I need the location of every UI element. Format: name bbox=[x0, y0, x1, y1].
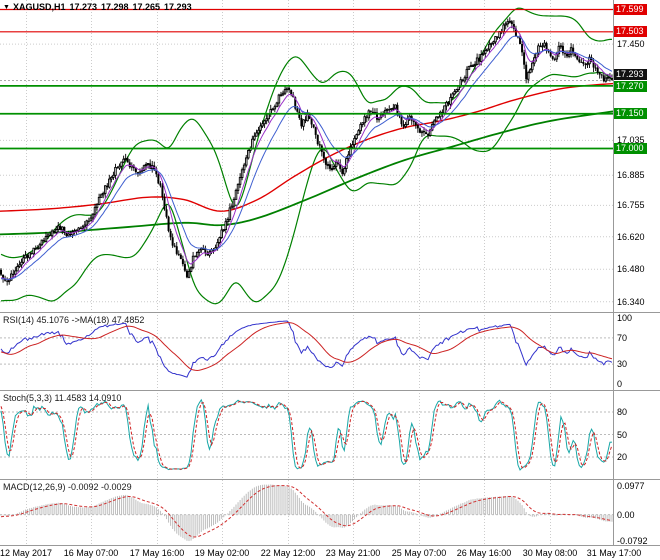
ohlc-high: 17.298 bbox=[100, 2, 129, 12]
ohlc-open: 17.273 bbox=[69, 2, 97, 12]
time-axis-label: 12 May 2017 bbox=[0, 548, 53, 558]
level-price-tag: 17.599 bbox=[614, 3, 647, 15]
symbol-name: XAGUSD,H1 bbox=[12, 2, 66, 12]
rsi-indicator-header: RSI(14) 45.1076 ->MA(18) 47.4852 bbox=[3, 315, 145, 325]
stochastic-indicator-header: Stoch(5,3,3) 11.4583 14.0910 bbox=[3, 393, 122, 403]
time-axis-label: 23 May 21:00 bbox=[325, 548, 381, 558]
level-price-tag: 17.150 bbox=[614, 107, 647, 119]
time-axis-label: 25 May 07:00 bbox=[391, 548, 447, 558]
price-axis-label: 17.450 bbox=[617, 39, 645, 50]
ohlc-low: 17.265 bbox=[132, 2, 161, 12]
price-axis-label: 16.885 bbox=[617, 170, 645, 181]
stochastic-axis-label: 50 bbox=[617, 429, 628, 440]
price-axis-label: 17.035 bbox=[617, 135, 645, 146]
macd-axis-label: -0.0792 bbox=[617, 536, 648, 547]
macd-axis-label: 0.0977 bbox=[617, 481, 645, 491]
time-axis-label: 19 May 02:00 bbox=[194, 548, 250, 558]
price-axis-label: 16.340 bbox=[617, 296, 645, 307]
time-axis-label: 30 May 08:00 bbox=[522, 548, 578, 558]
time-axis-label: 22 May 12:00 bbox=[260, 548, 316, 558]
chevron-down-icon[interactable]: ▼ bbox=[3, 4, 10, 11]
ohlc-close: 17.293 bbox=[164, 2, 192, 12]
rsi-axis-label: 30 bbox=[617, 359, 628, 370]
time-axis-label: 26 May 16:00 bbox=[456, 548, 512, 558]
time-axis-label: 17 May 16:00 bbox=[129, 548, 185, 558]
level-price-tag: 17.503 bbox=[614, 25, 647, 37]
level-price-tag: 17.270 bbox=[614, 80, 647, 92]
stochastic-axis-label: 80 bbox=[617, 407, 628, 417]
stochastic-axis-label: 20 bbox=[617, 452, 628, 462]
price-axis-label: 16.620 bbox=[617, 231, 645, 242]
rsi-axis-label: 0 bbox=[617, 378, 623, 389]
symbol-ohlc-label: ▼ XAGUSD,H1 17.273 17.298 17.265 17.293 bbox=[3, 2, 196, 12]
rsi-axis-label: 70 bbox=[617, 332, 628, 343]
price-axis-label: 16.755 bbox=[617, 200, 645, 211]
rsi-axis-label: 100 bbox=[617, 313, 633, 324]
level-price-tag: 17.000 bbox=[614, 142, 647, 154]
time-axis-label: 16 May 07:00 bbox=[63, 548, 119, 558]
current-price-tag: 17.293 bbox=[614, 68, 647, 80]
time-axis-label: 31 May 17:00 bbox=[586, 548, 642, 558]
price-axis-label: 16.480 bbox=[617, 264, 645, 275]
macd-indicator-header: MACD(12,26,9) -0.0092 -0.0029 bbox=[3, 482, 132, 492]
macd-axis-label: 0.00 bbox=[617, 509, 635, 520]
